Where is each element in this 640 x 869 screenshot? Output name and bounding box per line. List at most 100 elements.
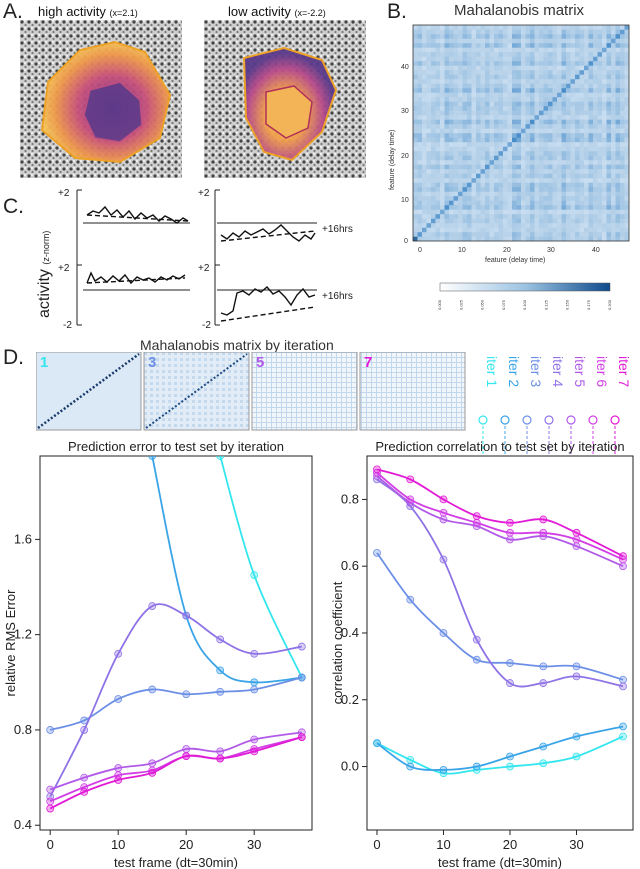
heatmap-cell: [521, 43, 526, 48]
heatmap-cell: [489, 218, 495, 224]
heatmap-cell: [602, 119, 607, 125]
heatmap-cell: [588, 101, 594, 107]
series-point-5: [439, 515, 448, 524]
heatmap-cell: [624, 115, 630, 120]
heatmap-cell: [543, 106, 549, 111]
heatmap-cell: [413, 155, 418, 161]
heatmap-cell: [413, 232, 418, 237]
heatmap-cell: [435, 83, 441, 89]
heatmap-cell: [516, 88, 522, 93]
heatmap-cell: [476, 205, 481, 210]
heatmap-cell: [458, 106, 463, 111]
heatmap-cell: [552, 151, 558, 156]
heatmap-cell: [552, 178, 558, 183]
heatmap-cell: [431, 232, 436, 237]
heatmap-cell: [435, 146, 441, 152]
heatmap-cell: [462, 124, 468, 129]
heatmap-cell: [503, 124, 508, 129]
heatmap-cell: [444, 47, 450, 53]
heatmap-cell: [440, 119, 445, 125]
heatmap-cell: [624, 101, 630, 107]
heatmap-cell: [422, 110, 427, 116]
heatmap-cell: [422, 178, 427, 183]
heatmap-cell: [476, 151, 481, 156]
heatmap-cell: [489, 25, 495, 30]
heatmap-cell: [561, 38, 567, 44]
heatmap-cell: [521, 47, 526, 53]
heatmap-cell: [462, 52, 468, 57]
heatmap-cell: [597, 61, 603, 66]
heatmap-cell: [530, 232, 535, 237]
heatmap-cell: [579, 101, 585, 107]
heatmap-cell: [507, 74, 513, 80]
heatmap-cell: [444, 205, 450, 210]
heatmap-cell: [476, 128, 481, 134]
heatmap-cell: [557, 52, 562, 57]
heatmap-cell: [512, 151, 517, 156]
heatmap-cell: [539, 106, 544, 111]
heatmap-cell: [440, 56, 445, 62]
heatmap-cell: [557, 61, 562, 66]
heatmap-cell: [534, 223, 540, 228]
heatmap-cell: [449, 88, 454, 93]
heatmap-cell: [597, 178, 603, 183]
heatmap-cell: [426, 227, 432, 233]
hm-ytick-20: 20: [401, 153, 409, 160]
series-line-2: [151, 456, 302, 684]
heatmap-cell: [498, 34, 504, 39]
heatmap-cell: [597, 124, 603, 129]
heatmap-cell: [422, 164, 427, 170]
heatmap-cell: [503, 187, 508, 192]
heatmap-cell: [615, 70, 621, 75]
hm-xtick-20: 20: [503, 247, 511, 254]
heatmap-cell: [588, 88, 594, 93]
heatmap-cell: [530, 115, 535, 120]
heatmap-cell: [579, 146, 585, 152]
heatmap-cell: [534, 182, 540, 188]
heatmap-cell: [570, 137, 576, 143]
heatmap-cell: [471, 52, 477, 57]
series-line-1: [219, 456, 303, 678]
heatmap-cell: [530, 74, 535, 80]
heatmap-cell: [557, 70, 562, 75]
heatmap-cell: [498, 191, 504, 197]
heatmap-cell: [440, 142, 445, 147]
heatmap-cell: [503, 232, 508, 237]
heatmap-cell: [453, 79, 459, 84]
heatmap-cell: [426, 160, 432, 165]
heatmap-cell: [476, 110, 481, 116]
heatmap-cell: [512, 223, 517, 228]
heatmap-cell: [575, 119, 580, 125]
series-point-6: [506, 528, 514, 537]
heatmap-cell: [579, 25, 585, 30]
heatmap-cell: [422, 227, 427, 233]
heatmap-cell: [584, 178, 589, 183]
heatmap-cell: [507, 115, 513, 120]
heatmap-cell: [566, 160, 571, 165]
heatmap-cell: [417, 65, 423, 71]
heatmap-cell: [557, 101, 562, 107]
heatmap-cell: [615, 97, 621, 102]
heatmap-cell: [498, 101, 504, 107]
heatmap-cell: [458, 160, 463, 165]
heatmap-cell: [471, 214, 477, 219]
heatmap-cell: [480, 88, 486, 93]
heatmap-cell: [597, 110, 603, 116]
heatmap-cell: [449, 187, 454, 192]
heatmap-cell: [575, 218, 580, 224]
heatmap-cell: [521, 160, 526, 165]
heatmap-cell: [534, 70, 540, 75]
heatmap-cell: [615, 106, 621, 111]
heatmap-cell: [575, 124, 580, 129]
heatmap-cell: [467, 223, 472, 228]
heatmap-cell: [620, 101, 625, 107]
heatmap-cell: [485, 124, 490, 129]
heatmap-cell: [521, 169, 526, 174]
heatmap-cell: [462, 29, 468, 35]
heatmap-cell: [575, 56, 580, 62]
heatmap-cell: [413, 218, 418, 224]
heatmap-cell: [606, 146, 612, 152]
heatmap-cell: [498, 218, 504, 224]
heatmap-cell: [453, 106, 459, 111]
heatmap-cell: [507, 110, 513, 116]
